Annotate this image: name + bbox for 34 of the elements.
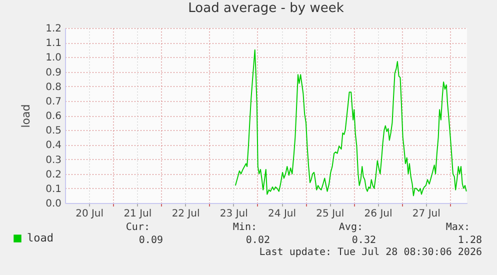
y-axis-title: load [20, 104, 33, 128]
x-tick-label: 23 Jul [220, 208, 248, 220]
y-tick-label: 0.2 [46, 169, 62, 180]
y-tick-label: 1.0 [46, 52, 62, 64]
text: 0.32 [352, 235, 376, 246]
y-tick-label: 0.6 [46, 111, 62, 122]
y-tick-label: 0.1 [46, 184, 62, 195]
y-tick-label: 0.0 [46, 198, 62, 210]
text: 0.02 [246, 235, 270, 246]
y-tick-label: 0.8 [46, 82, 62, 93]
text: 1.28 [458, 235, 482, 246]
x-tick-label: 24 Jul [268, 208, 296, 220]
y-tick-label: 0.9 [46, 67, 62, 78]
chart-title: Load average - by week [188, 1, 344, 16]
y-tick-label: 0.4 [46, 140, 62, 152]
y-tick-label: 0.7 [46, 96, 62, 108]
text: Max: [446, 222, 470, 233]
y-tick-label: 0.5 [46, 126, 62, 137]
text: Cur: [126, 222, 150, 233]
y-tick-label: 1.1 [46, 38, 62, 50]
x-tick-label: 27 Jul [412, 208, 440, 220]
x-tick-label: 20 Jul [76, 208, 104, 220]
x-tick-label: 25 Jul [316, 208, 344, 220]
x-tick-label: 21 Jul [124, 208, 152, 220]
x-tick-label: 26 Jul [364, 208, 392, 220]
y-tick-label: 0.3 [46, 154, 62, 166]
text: 0.09 [138, 235, 163, 246]
text: Min: [232, 222, 257, 233]
text: Last update: Tue Jul 28 08:30:06 2026 [259, 247, 482, 258]
text: Avg: [338, 222, 363, 233]
y-tick-label: 1.2 [46, 24, 62, 34]
line-series [234, 49, 467, 196]
legend-label: load [27, 232, 54, 244]
x-tick-label: 22 Jul [172, 208, 200, 220]
